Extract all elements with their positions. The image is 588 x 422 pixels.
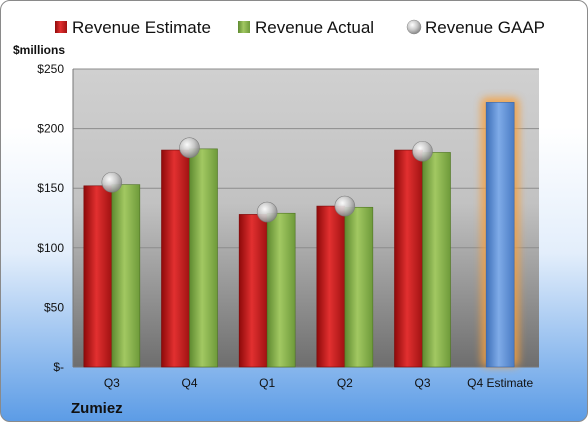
y-tick-label: $150 bbox=[37, 181, 64, 195]
x-tick-label: Q4 bbox=[181, 376, 197, 390]
bar-revenue-actual-q4-1 bbox=[189, 148, 218, 368]
legend-swatch-revenue-estimate bbox=[55, 21, 67, 33]
y-tick-label: $50 bbox=[44, 300, 64, 314]
bar-revenue-estimate-q3-4 bbox=[394, 149, 423, 368]
company-name: Zumiez bbox=[71, 400, 123, 417]
y-tick-label: $250 bbox=[37, 62, 64, 76]
bar-revenue-estimate-q3-0 bbox=[83, 185, 113, 368]
point-revenue-gaap-q2-3 bbox=[334, 195, 356, 217]
bar-revenue-estimate-q2-3 bbox=[316, 205, 346, 368]
x-tick-label: Q3 bbox=[414, 376, 430, 390]
legend-swatch-revenue-actual bbox=[238, 21, 250, 33]
bar-revenue-estimate-q4-1 bbox=[161, 149, 190, 368]
x-tick-label: Q1 bbox=[259, 376, 275, 390]
legend-swatch-revenue-gaap bbox=[406, 19, 422, 35]
bar-revenue-actual-q3-4 bbox=[422, 152, 451, 368]
point-revenue-gaap-q3-0 bbox=[101, 171, 123, 193]
bar-revenue-actual-q3-0 bbox=[111, 184, 141, 368]
y-tick-label: $100 bbox=[37, 241, 64, 255]
x-tick-label: Q4 Estimate bbox=[467, 376, 533, 390]
bar-q4-estimate bbox=[485, 102, 515, 368]
legend-label-revenue-gaap: Revenue GAAP bbox=[425, 18, 545, 37]
plot-background bbox=[73, 69, 539, 367]
x-tick-label: Q3 bbox=[104, 376, 120, 390]
chart-legend: Revenue Estimate Revenue Actual Revenue GA… bbox=[55, 18, 545, 37]
point-revenue-gaap-q4-1 bbox=[179, 137, 200, 158]
x-tick-label: Q2 bbox=[337, 376, 353, 390]
bar-revenue-actual-q1-2 bbox=[266, 212, 296, 368]
plot-area: $- $50 $100 $150 $200 $250 Q3 Q4 Q1 Q2 Q3 Q4 Estima… bbox=[37, 62, 539, 390]
bar-revenue-estimate-q1-2 bbox=[238, 214, 268, 368]
y-tick-label: $200 bbox=[37, 122, 64, 136]
legend-label-revenue-actual: Revenue Actual bbox=[255, 18, 374, 37]
legend-label-revenue-estimate: Revenue Estimate bbox=[72, 18, 211, 37]
point-revenue-gaap-q1-2 bbox=[256, 201, 278, 223]
point-revenue-gaap-q3-4 bbox=[412, 140, 433, 162]
y-axis-unit-label: $millions bbox=[13, 43, 65, 57]
bar-revenue-actual-q2-3 bbox=[344, 206, 374, 368]
y-tick-label: $- bbox=[53, 360, 64, 374]
